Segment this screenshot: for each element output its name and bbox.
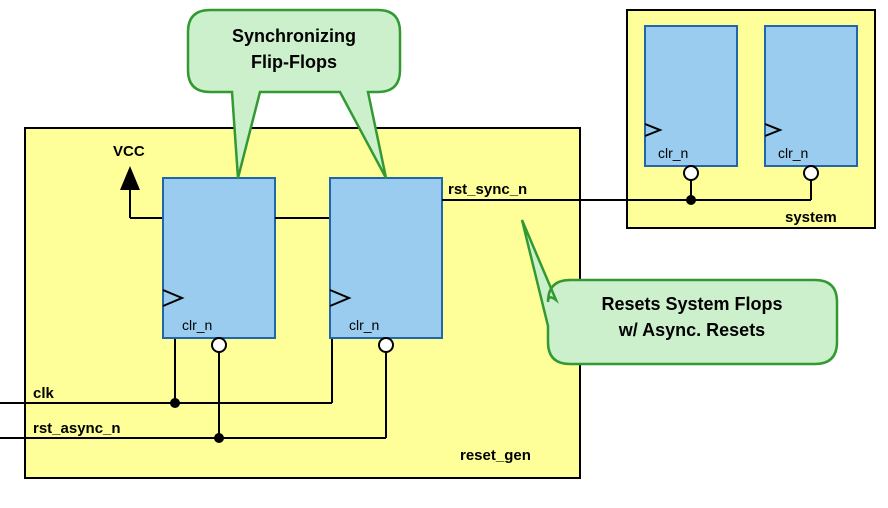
svg-text:Flip-Flops: Flip-Flops: [251, 52, 337, 72]
clk-label: clk: [33, 385, 55, 402]
svg-text:Synchronizing: Synchronizing: [232, 26, 356, 46]
flop-sync1: clr_n: [163, 178, 275, 352]
module-system-label: system: [785, 209, 837, 226]
vcc-label: VCC: [113, 143, 145, 160]
module-reset-gen-label: reset_gen: [460, 447, 531, 464]
svg-text:clr_n: clr_n: [182, 317, 212, 333]
rst-async-n-label: rst_async_n: [33, 420, 121, 437]
rst-sync-n-label: rst_sync_n: [448, 181, 527, 198]
svg-text:clr_n: clr_n: [349, 317, 379, 333]
svg-text:clr_n: clr_n: [778, 145, 808, 161]
svg-text:Resets System Flops: Resets System Flops: [601, 294, 782, 314]
flop-sys2: clr_n: [765, 26, 857, 180]
flop-sync2: clr_n: [330, 178, 442, 352]
svg-text:clr_n: clr_n: [658, 145, 688, 161]
svg-text:w/ Async. Resets: w/ Async. Resets: [618, 320, 765, 340]
flop-sys1: clr_n: [645, 26, 737, 180]
